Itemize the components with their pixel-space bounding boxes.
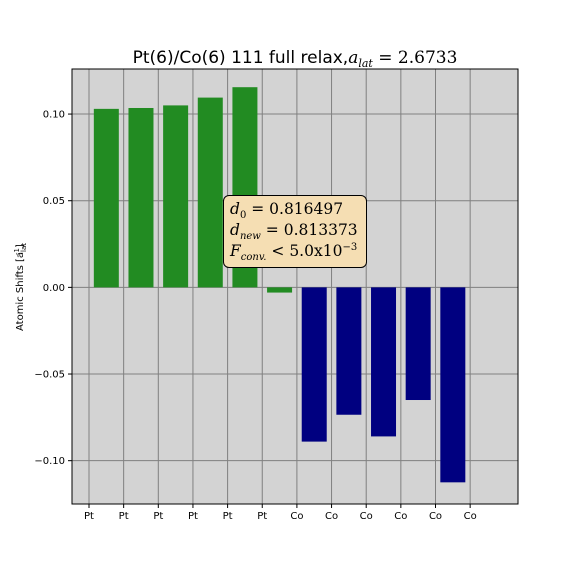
- x-tick-label: Co: [360, 511, 373, 522]
- x-tick-label: Pt: [257, 511, 267, 522]
- x-tick-label: Pt: [188, 511, 198, 522]
- annotation-d0: d0 = 0.816497: [230, 200, 344, 222]
- chart-title: Pt(6)/Co(6) 111 full relax,alat = 2.6733: [133, 48, 458, 70]
- x-tick-label: Pt: [153, 511, 163, 522]
- bar: [336, 287, 362, 415]
- chart-title-text: Pt(6)/Co(6) 111 full relax,: [133, 48, 349, 68]
- x-tick-label: Pt: [119, 511, 129, 522]
- x-tick-label: Co: [464, 511, 477, 522]
- bar: [405, 287, 431, 401]
- y-axis: −0.10 −0.05 0.00 0.05 0.10: [34, 110, 72, 467]
- bar: [371, 287, 397, 437]
- bars: [93, 87, 466, 483]
- bar: [128, 107, 154, 288]
- title-value: 2.6733: [398, 48, 457, 68]
- y-tick-label: 0.10: [43, 110, 65, 121]
- x-tick-label: Pt: [223, 511, 233, 522]
- y-axis-label-sup: -1: [13, 248, 21, 255]
- x-tick-label: Co: [290, 511, 303, 522]
- annotation-box: d0 = 0.816497 dnew = 0.813373 Fconv. < 5…: [223, 195, 367, 268]
- bar: [301, 287, 327, 442]
- y-axis-label: Atomic Shifts [alat-1]: [13, 243, 28, 331]
- bar: [197, 97, 223, 288]
- annotation-fconv: Fconv. < 5.0x10−3: [230, 241, 358, 264]
- annotation-dnew: dnew = 0.813373: [230, 221, 358, 243]
- y-tick-label: −0.05: [34, 370, 65, 381]
- plot-frame: [71, 68, 519, 505]
- y-axis-label-sub: lat: [20, 243, 28, 252]
- bar: [93, 108, 119, 288]
- x-tick-label: Co: [325, 511, 338, 522]
- x-gridlines: [88, 69, 471, 504]
- x-axis: Pt Pt Pt Pt Pt Pt Co Co Co Co Co Co: [84, 504, 477, 522]
- x-tick-label: Co: [394, 511, 407, 522]
- y-axis-label-text: Atomic Shifts [a: [15, 252, 26, 331]
- y-tick-label: −0.10: [34, 456, 65, 467]
- bar: [267, 287, 293, 293]
- x-tick-label: Co: [429, 511, 442, 522]
- title-subscript: lat: [358, 57, 373, 70]
- x-tick-label: Pt: [84, 511, 94, 522]
- y-tick-label: 0.00: [43, 283, 65, 294]
- title-symbol: a: [348, 48, 358, 68]
- bar: [163, 105, 189, 288]
- y-tick-label: 0.05: [43, 196, 65, 207]
- bar: [440, 287, 466, 483]
